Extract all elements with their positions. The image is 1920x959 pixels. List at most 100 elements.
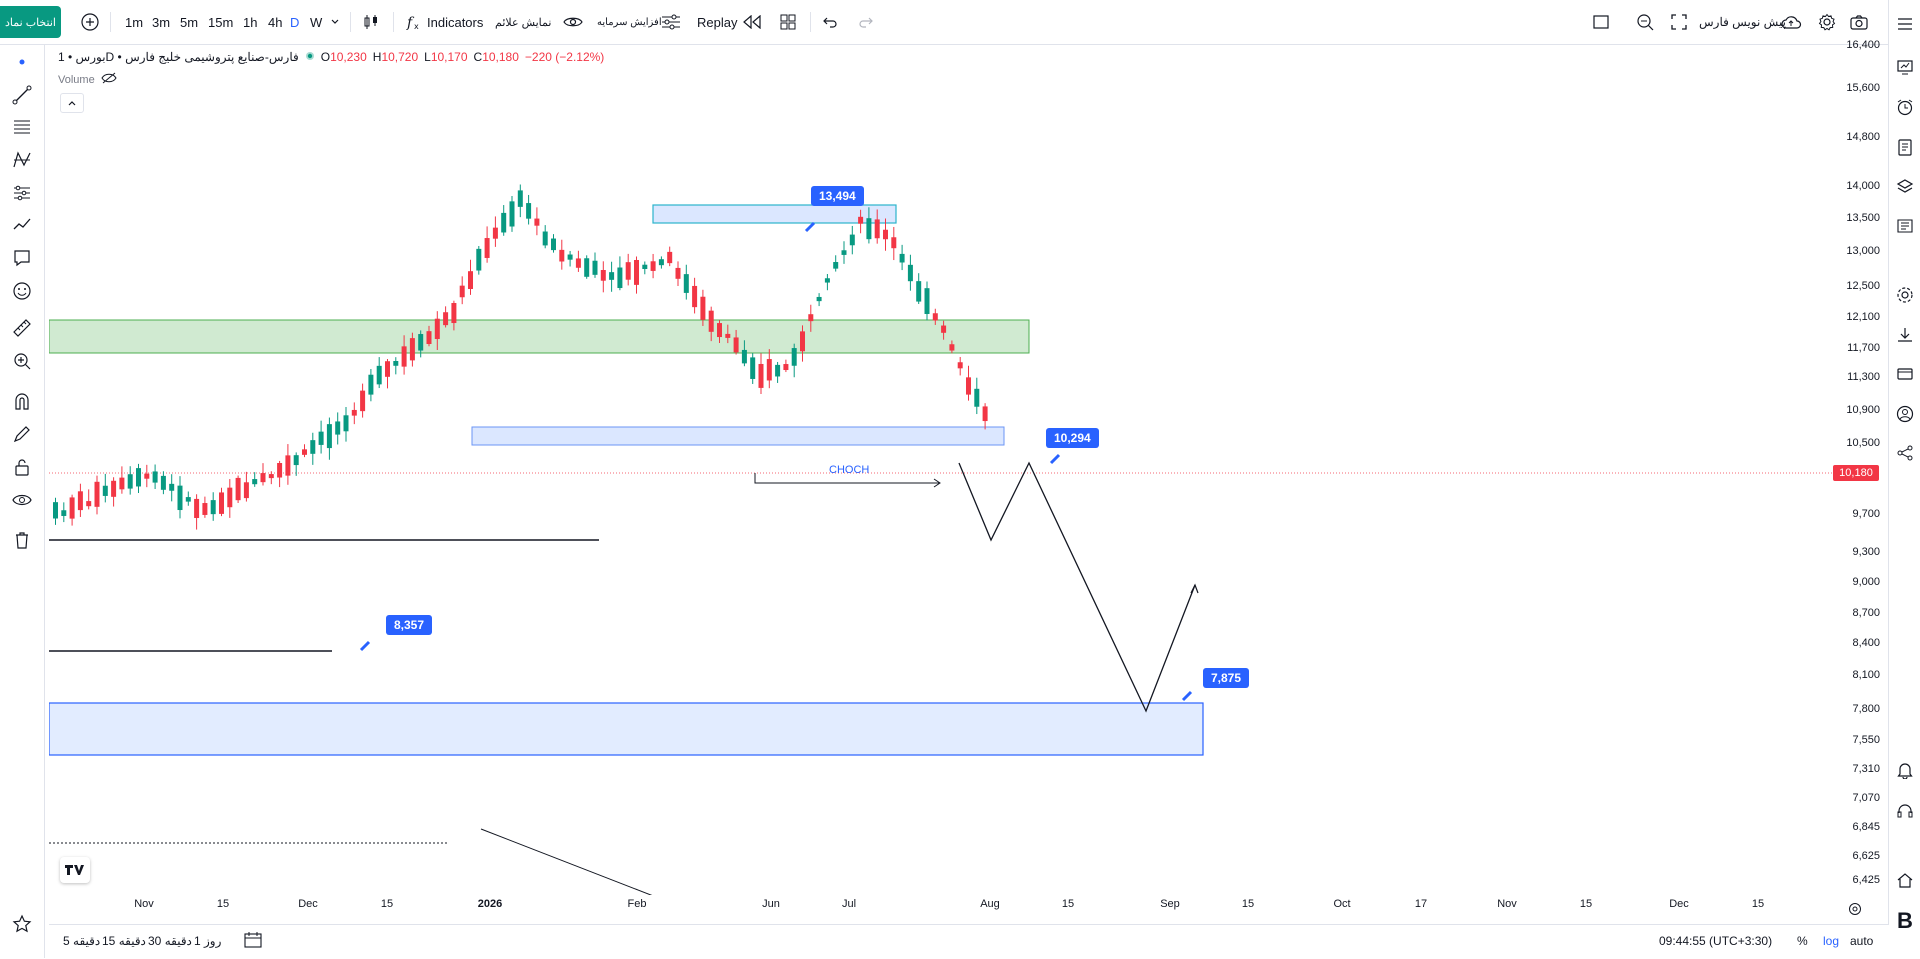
layers-icon[interactable]	[1893, 175, 1917, 199]
auto-toggle[interactable]: auto	[1850, 934, 1874, 948]
quick-search-icon[interactable]	[1636, 0, 1654, 44]
price-scale[interactable]: 16,400 15,600 14,800 14,000 13,500 13,00…	[1840, 39, 1888, 890]
replay-button[interactable]: Replay	[697, 14, 738, 30]
range-30min[interactable]: 30 دقیقه	[148, 934, 192, 948]
expand-icon[interactable]	[1671, 0, 1687, 44]
candle-body	[941, 325, 947, 333]
star-favorite-icon[interactable]	[10, 912, 34, 936]
support-headset-icon[interactable]	[1893, 799, 1917, 823]
timeframe-4h[interactable]: 4h	[268, 14, 283, 30]
time-axis[interactable]: Nov 15 Dec 15 2026 Feb Jun Jul Aug 15 Se…	[49, 898, 1840, 920]
price-label: 9,700	[1852, 508, 1880, 520]
replay-icon[interactable]	[742, 0, 762, 44]
candle-body	[932, 313, 938, 321]
emoji-icon[interactable]	[10, 279, 34, 303]
fib-lines-icon[interactable]	[10, 115, 34, 139]
watchlist-icon[interactable]	[1893, 55, 1917, 79]
magnet-icon[interactable]	[10, 389, 34, 413]
clock-timezone[interactable]: 09:44:55 (UTC+3:30)	[1659, 934, 1773, 948]
add-symbol-icon[interactable]	[80, 0, 100, 44]
timeframe-15m[interactable]: 15m	[208, 14, 234, 30]
collapse-legend-button[interactable]	[60, 93, 84, 113]
candle-body	[160, 475, 166, 490]
trash-icon[interactable]	[10, 528, 34, 552]
range-15min[interactable]: 15 دقیقه	[102, 934, 146, 948]
candle-body	[982, 406, 988, 422]
settings-gear-icon[interactable]	[1818, 0, 1836, 44]
eye-visibility-icon[interactable]	[10, 488, 34, 512]
settings-icon[interactable]	[1893, 283, 1917, 307]
symbol-search-button[interactable]: انتخاب نماد	[0, 6, 61, 38]
mid-zone	[471, 426, 1005, 446]
camera-icon[interactable]	[1850, 0, 1868, 44]
layout-grid-icon[interactable]	[780, 0, 796, 44]
brand-b-icon[interactable]: B	[1893, 908, 1917, 932]
price-label: 7,310	[1852, 763, 1880, 775]
price-label: 7,070	[1852, 792, 1880, 804]
show-signals-button[interactable]: نمایش علائم	[495, 16, 552, 29]
timeframe-d[interactable]: D	[290, 14, 300, 30]
calendar-range-icon[interactable]	[243, 931, 263, 952]
timeframe-1m[interactable]: 1m	[125, 14, 144, 30]
candle-body	[526, 203, 532, 219]
level-badge-8357[interactable]: 8,357	[386, 615, 433, 635]
symbol-title[interactable]: بورس • 1D • فارس-صنایع پتروشیمی خلیج فار…	[58, 50, 299, 64]
range-5min[interactable]: 5 دقیقه	[63, 934, 101, 948]
eye-icon[interactable]	[563, 0, 583, 44]
level-badge-10294[interactable]: 10,294	[1046, 428, 1099, 448]
candles-type-icon[interactable]	[362, 0, 380, 44]
download-icon[interactable]	[1893, 323, 1917, 347]
price-chart[interactable]	[49, 45, 1840, 895]
card-icon[interactable]	[1893, 362, 1917, 386]
log-toggle[interactable]: log	[1823, 934, 1840, 948]
lock-icon[interactable]	[10, 455, 34, 479]
range-1day[interactable]: 1 روز	[194, 934, 222, 948]
share-icon[interactable]	[1893, 441, 1917, 465]
chevron-down-icon[interactable]	[330, 0, 340, 44]
forecast-icon[interactable]	[10, 181, 34, 205]
badge-pointer-7875	[1181, 690, 1193, 702]
percent-toggle[interactable]: %	[1797, 934, 1808, 948]
timeframe-3m[interactable]: 3m	[152, 14, 171, 30]
zoom-in-icon[interactable]	[10, 349, 34, 373]
cloud-icon[interactable]	[1780, 0, 1802, 44]
axis-settings-icon[interactable]	[1848, 902, 1862, 921]
notes-icon[interactable]	[1893, 135, 1917, 159]
brush-line-icon[interactable]	[10, 213, 34, 237]
trend-line-icon[interactable]	[10, 83, 34, 107]
candle-body	[194, 498, 200, 519]
timeframe-5m[interactable]: 5m	[180, 14, 199, 30]
alarm-clock-icon[interactable]	[1893, 95, 1917, 119]
undo-icon[interactable]	[822, 0, 838, 44]
indicators-button[interactable]: Indicators	[427, 14, 484, 30]
news-list-icon[interactable]	[1893, 214, 1917, 238]
fullscreen-box-icon[interactable]	[1593, 0, 1609, 44]
candle-body	[833, 262, 839, 269]
eye-hidden-icon[interactable]	[101, 72, 117, 87]
level-badge-13494[interactable]: 13,494	[811, 186, 864, 206]
home-icon[interactable]	[1893, 868, 1917, 892]
candle-body	[152, 471, 158, 483]
user-profile-icon[interactable]	[1893, 402, 1917, 426]
candle-body	[907, 264, 913, 282]
ruler-icon[interactable]	[10, 316, 34, 340]
timeframe-w[interactable]: W	[310, 14, 323, 30]
notification-bell-icon[interactable]	[1893, 758, 1917, 782]
level-badge-7875[interactable]: 7,875	[1203, 668, 1250, 688]
pattern-icon[interactable]	[10, 148, 34, 172]
candle-body	[509, 201, 515, 227]
settings-sliders-icon[interactable]	[660, 0, 682, 44]
pencil-lock-icon[interactable]	[10, 422, 34, 446]
cursor-dot-icon[interactable]	[10, 50, 34, 74]
volume-label[interactable]: Volume	[58, 73, 95, 86]
price-label: 10,900	[1846, 404, 1880, 416]
text-note-icon[interactable]	[10, 246, 34, 270]
timeframe-1h[interactable]: 1h	[243, 14, 258, 30]
tradingview-logo-icon[interactable]	[60, 857, 90, 883]
redo-icon[interactable]	[858, 0, 874, 44]
add-capital-button[interactable]: افزایش سرمایه	[597, 16, 662, 28]
candle-body	[202, 503, 208, 515]
menu-icon[interactable]	[1893, 12, 1917, 36]
broker-label[interactable]: پیش نویس فارس	[1699, 15, 1786, 29]
